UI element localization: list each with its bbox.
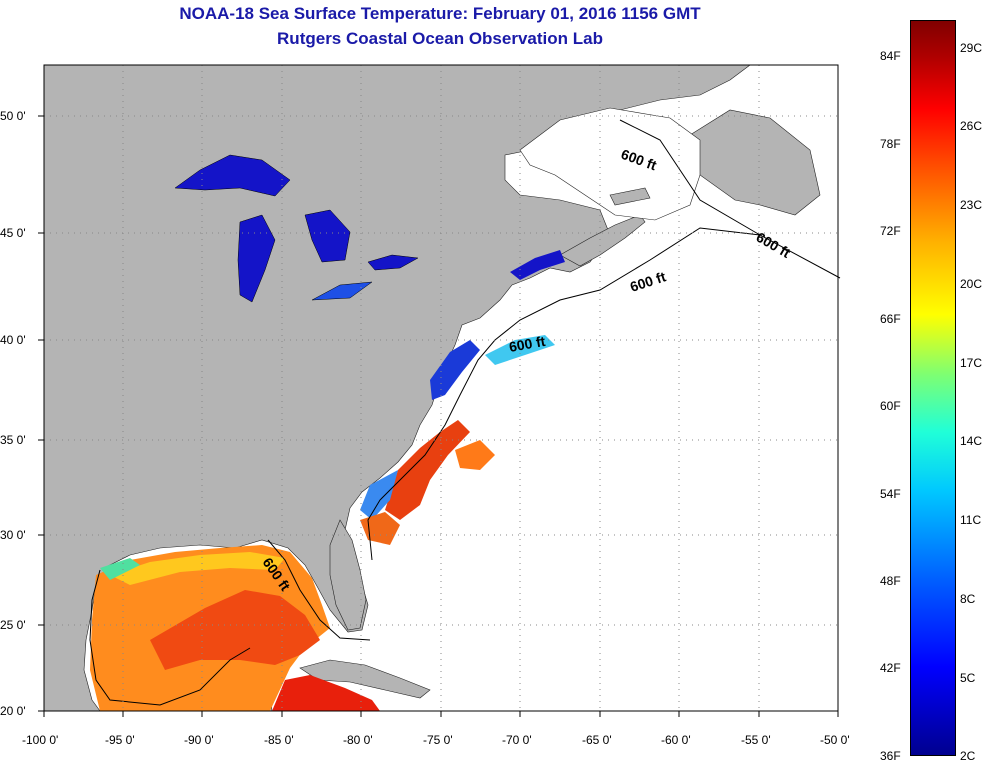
colorbar-f-label: 42F	[880, 661, 901, 675]
colorbar-c-label: 26C	[960, 119, 983, 133]
isobath-600ft	[89, 119, 841, 706]
x-tick-label: -100 0'	[22, 733, 59, 747]
colorbar-c-label: 17C	[960, 356, 983, 370]
colorbar-f-label: 54F	[880, 487, 901, 501]
land-newfoundland	[689, 109, 821, 216]
colorbar-c-label: 23C	[960, 198, 983, 212]
x-tick-label: -60 0'	[661, 733, 691, 747]
colorbar-f-label: 36F	[880, 749, 901, 763]
colorbar-f-label: 48F	[880, 574, 901, 588]
sst-gulf-warm-core	[150, 590, 320, 670]
colorbar-f-label: 78F	[880, 137, 901, 151]
sst-gulf-of-maine	[510, 250, 565, 280]
land-north-america	[43, 64, 751, 712]
colorbar-f-label: 66F	[880, 312, 901, 326]
colorbar-c-label: 2C	[960, 749, 976, 763]
y-tick-label: 40 0'	[0, 333, 26, 347]
colorbar-f-label: 84F	[880, 49, 901, 63]
lake-michigan	[237, 214, 276, 303]
colorbar-c-label: 11C	[960, 513, 982, 527]
y-tick-label: 25 0'	[0, 618, 26, 632]
x-tick-label: -80 0'	[343, 733, 373, 747]
sst-gulf-coast-cool	[100, 558, 140, 580]
colorbar-c-label: 14C	[960, 434, 983, 448]
land-gulf-st-lawrence-white	[519, 107, 701, 221]
graticule	[44, 65, 838, 711]
colorbar-c-label: 29C	[960, 41, 983, 55]
sst-carolina-shelf	[360, 470, 398, 520]
land-pei	[609, 187, 651, 206]
y-tick-label: 30 0'	[0, 528, 26, 542]
axis-ticks	[38, 115, 839, 717]
contour-label: 600 ft	[508, 333, 547, 355]
colorbar-f-label: 72F	[880, 224, 901, 238]
y-tick-label: 20 0'	[0, 704, 26, 718]
x-tick-label: -50 0'	[820, 733, 850, 747]
colorbar-c-label: 5C	[960, 671, 976, 685]
colorbar-c-label: 8C	[960, 592, 976, 606]
land-florida-tip	[329, 519, 367, 631]
land-nova-scotia	[559, 214, 646, 267]
lake-ontario	[367, 254, 419, 271]
lake-huron	[304, 209, 351, 263]
x-tick-label: -75 0'	[423, 733, 453, 747]
colorbar-c-label: 20C	[960, 277, 983, 291]
sst-slope-water	[485, 335, 555, 365]
x-tick-label: -85 0'	[264, 733, 294, 747]
temperature-colorbar	[910, 20, 956, 756]
map-title: NOAA-18 Sea Surface Temperature: Februar…	[179, 4, 701, 23]
sst-mid-atlantic-shelf	[430, 340, 480, 400]
x-tick-label: -90 0'	[184, 733, 214, 747]
sst-caribbean	[272, 675, 380, 711]
map-subtitle: Rutgers Coastal Ocean Observation Lab	[277, 29, 603, 48]
x-tick-label: -65 0'	[582, 733, 612, 747]
x-tick-label: -55 0'	[741, 733, 771, 747]
x-tick-label: -70 0'	[502, 733, 532, 747]
lake-erie	[311, 281, 373, 301]
y-tick-label: 45 0'	[0, 226, 26, 240]
land-cuba	[299, 659, 431, 699]
lake-superior	[174, 154, 291, 197]
y-tick-label: 35 0'	[0, 433, 26, 447]
colorbar-f-label: 60F	[880, 399, 901, 413]
x-tick-label: -95 0'	[105, 733, 135, 747]
y-tick-label: 50 0'	[0, 109, 26, 123]
sst-sargasso-patch	[455, 440, 495, 470]
sst-gulf-stream	[385, 420, 470, 520]
sst-gulf-nearshore	[110, 552, 285, 585]
